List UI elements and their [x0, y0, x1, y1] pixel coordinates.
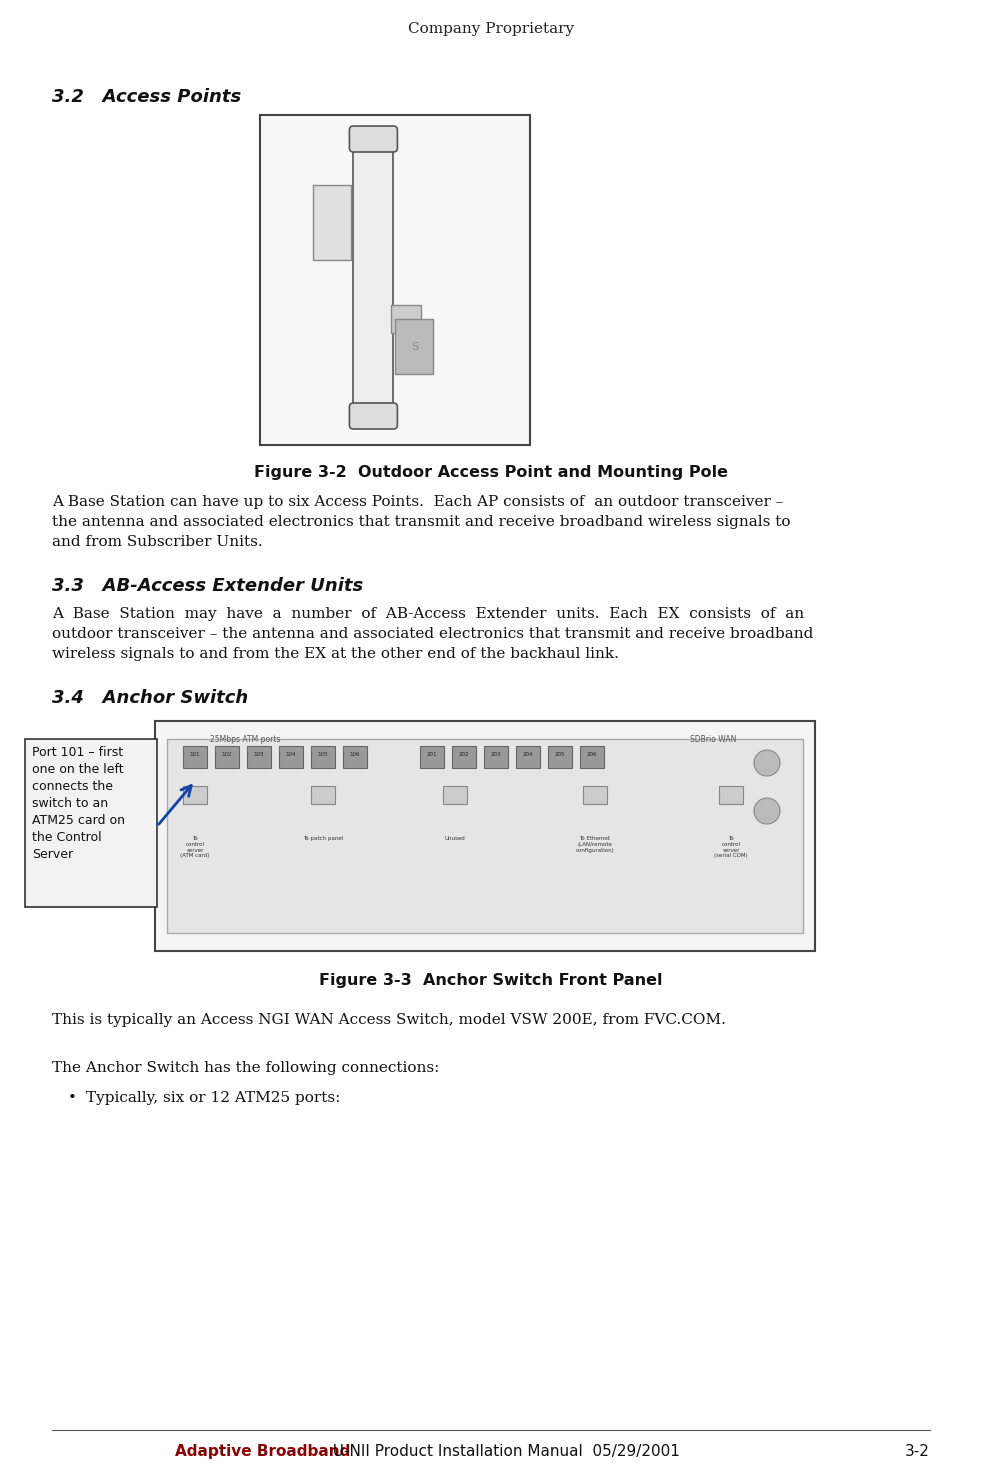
Bar: [311, 787, 335, 804]
Circle shape: [754, 798, 780, 823]
Text: 102: 102: [222, 752, 233, 757]
Bar: [155, 721, 815, 951]
Bar: [354, 144, 394, 418]
Bar: [25, 738, 157, 907]
Bar: [311, 746, 335, 768]
Text: U-NII Product Installation Manual  05/29/2001: U-NII Product Installation Manual 05/29/…: [323, 1444, 680, 1459]
Bar: [215, 746, 239, 768]
Bar: [580, 746, 604, 768]
Text: 25Mbps ATM ports: 25Mbps ATM ports: [210, 735, 281, 744]
Bar: [343, 746, 367, 768]
FancyBboxPatch shape: [350, 403, 398, 429]
Text: S: S: [410, 341, 418, 352]
Bar: [183, 746, 207, 768]
Bar: [443, 787, 467, 804]
Bar: [484, 746, 508, 768]
Bar: [516, 746, 540, 768]
Text: Figure 3-3  Anchor Switch Front Panel: Figure 3-3 Anchor Switch Front Panel: [319, 973, 663, 987]
Text: A  Base  Station  may  have  a  number  of  AB-Access  Extender  units.  Each  E: A Base Station may have a number of AB-A…: [52, 607, 804, 621]
Text: 103: 103: [253, 752, 264, 757]
Text: 203: 203: [491, 752, 501, 757]
Bar: [247, 746, 271, 768]
Bar: [279, 746, 303, 768]
Bar: [396, 319, 433, 374]
FancyBboxPatch shape: [350, 126, 398, 152]
Text: Port 101 – first
one on the left
connects the
switch to an
ATM25 card on
the Con: Port 101 – first one on the left connect…: [32, 746, 125, 861]
Text: To patch panel: To patch panel: [302, 837, 343, 841]
Text: SDBrio WAN: SDBrio WAN: [690, 735, 736, 744]
Text: Adaptive Broadband: Adaptive Broadband: [175, 1444, 351, 1459]
Bar: [183, 787, 207, 804]
Text: 105: 105: [318, 752, 328, 757]
Text: Company Proprietary: Company Proprietary: [408, 22, 574, 37]
Bar: [583, 787, 607, 804]
Text: the antenna and associated electronics that transmit and receive broadband wirel: the antenna and associated electronics t…: [52, 516, 791, 529]
Text: 201: 201: [427, 752, 437, 757]
Text: •: •: [68, 1091, 77, 1105]
Bar: [420, 746, 444, 768]
Bar: [167, 738, 803, 933]
Text: 204: 204: [522, 752, 533, 757]
Text: 206: 206: [587, 752, 597, 757]
Text: The Anchor Switch has the following connections:: The Anchor Switch has the following conn…: [52, 1061, 439, 1075]
Text: Typically, six or 12 ATM25 ports:: Typically, six or 12 ATM25 ports:: [86, 1091, 341, 1105]
Text: To
control
server
(serial COM): To control server (serial COM): [714, 837, 748, 858]
Text: Figure 3-2  Outdoor Access Point and Mounting Pole: Figure 3-2 Outdoor Access Point and Moun…: [254, 464, 728, 481]
Bar: [260, 114, 530, 445]
Text: This is typically an Access NGI WAN Access Switch, model VSW 200E, from FVC.COM.: This is typically an Access NGI WAN Acce…: [52, 1012, 726, 1027]
Text: outdoor transceiver – the antenna and associated electronics that transmit and r: outdoor transceiver – the antenna and as…: [52, 627, 813, 642]
Text: and from Subscriber Units.: and from Subscriber Units.: [52, 535, 262, 549]
Text: 104: 104: [286, 752, 297, 757]
Text: 3.3   AB-Access Extender Units: 3.3 AB-Access Extender Units: [52, 577, 363, 595]
Text: wireless signals to and from the EX at the other end of the backhaul link.: wireless signals to and from the EX at t…: [52, 648, 619, 661]
Text: 106: 106: [350, 752, 360, 757]
Text: A Base Station can have up to six Access Points.  Each AP consists of  an outdoo: A Base Station can have up to six Access…: [52, 495, 784, 508]
Text: 202: 202: [459, 752, 469, 757]
Text: 3.4   Anchor Switch: 3.4 Anchor Switch: [52, 689, 248, 708]
Text: 3-2: 3-2: [905, 1444, 930, 1459]
Text: To Ethernet
(LAN/remote
configuration): To Ethernet (LAN/remote configuration): [575, 837, 615, 853]
Text: To
control
server
(ATM card): To control server (ATM card): [181, 837, 210, 858]
Bar: [548, 746, 572, 768]
Text: Unused: Unused: [445, 837, 465, 841]
Bar: [719, 787, 743, 804]
Circle shape: [754, 750, 780, 776]
Text: 101: 101: [190, 752, 200, 757]
Bar: [452, 746, 476, 768]
Text: 3.2   Access Points: 3.2 Access Points: [52, 88, 242, 105]
Bar: [313, 185, 352, 259]
Text: 205: 205: [555, 752, 566, 757]
Bar: [392, 305, 421, 333]
